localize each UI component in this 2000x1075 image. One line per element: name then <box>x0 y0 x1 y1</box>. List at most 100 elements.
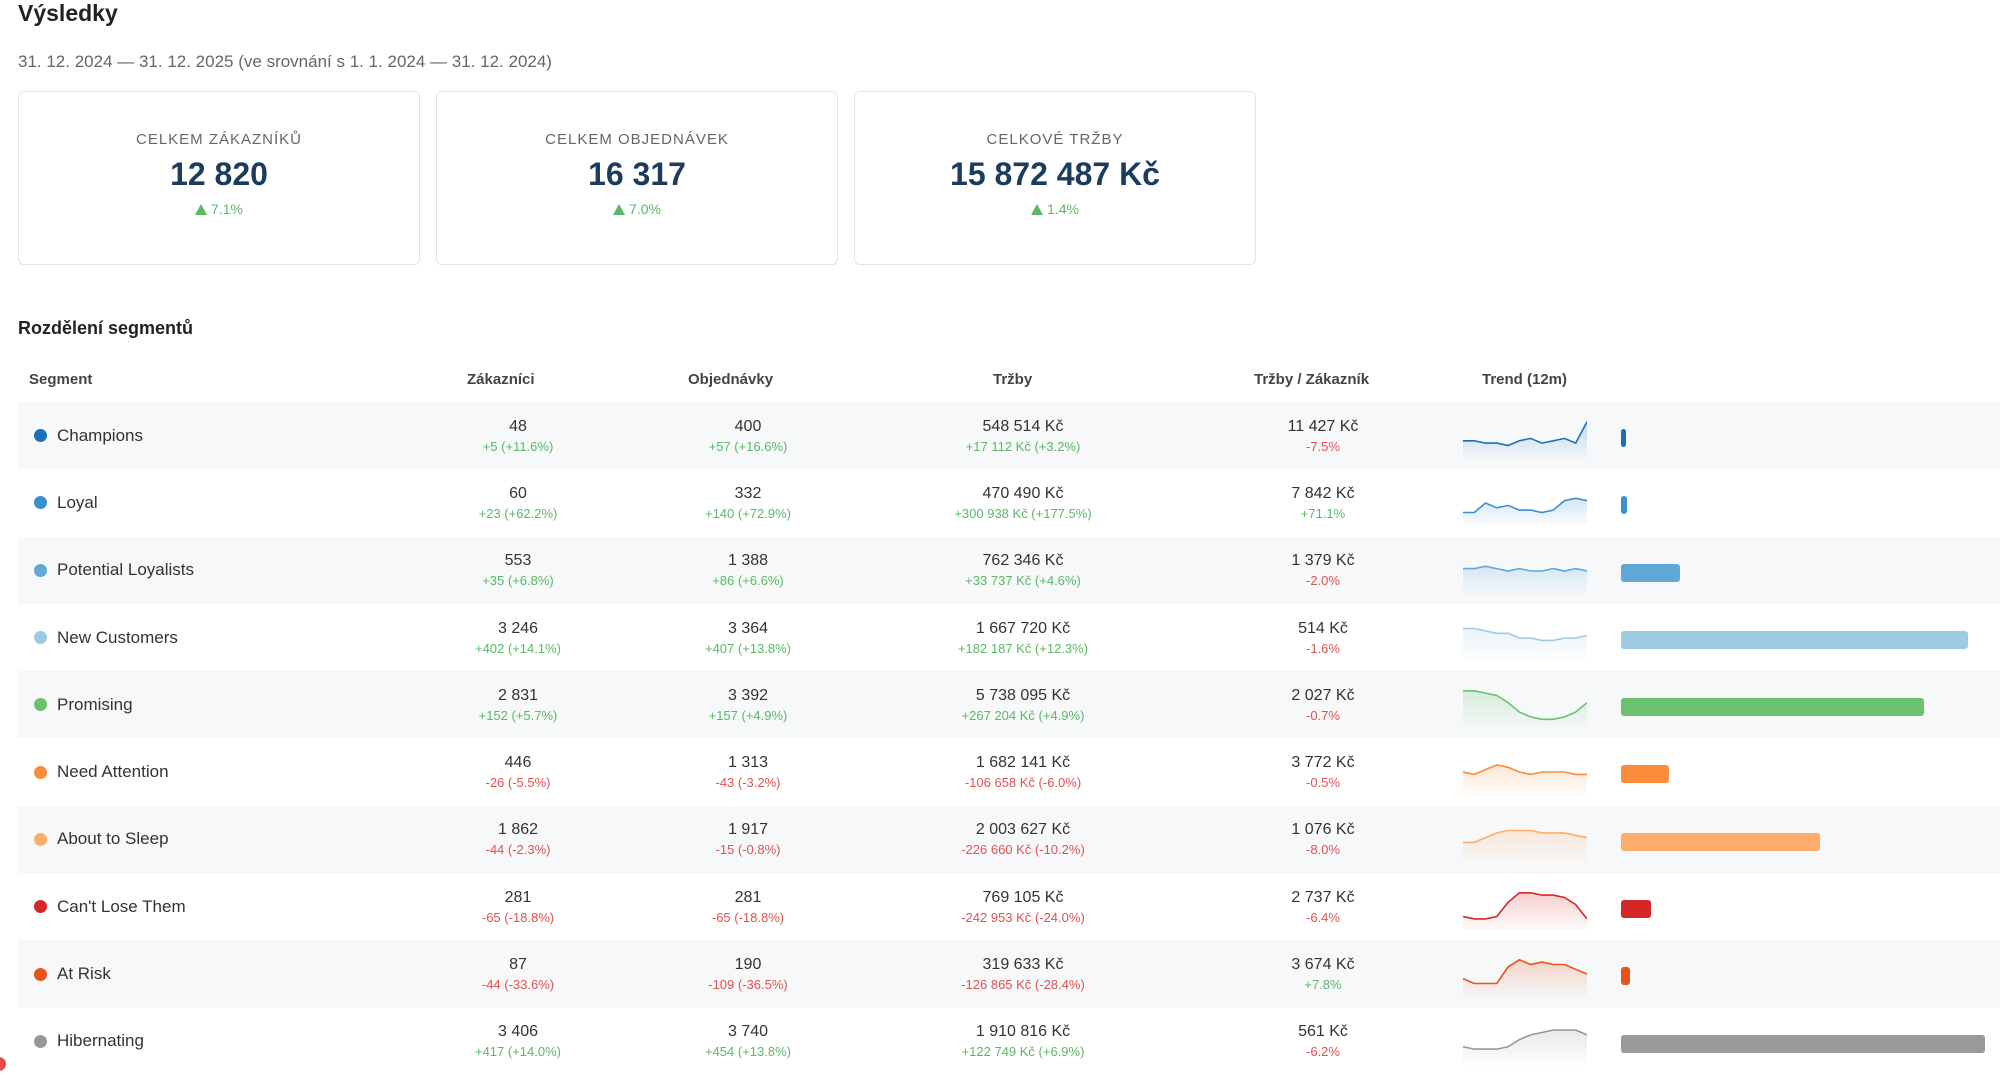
segment-name: Can't Lose Them <box>57 896 186 916</box>
segment-name: Need Attention <box>57 762 169 782</box>
rpc-value: 514 Kč <box>1298 619 1348 637</box>
segment-cell: Can't Lose Them <box>34 873 186 940</box>
customers-value: 60 <box>509 484 527 502</box>
table-row[interactable]: About to Sleep 1 862 -44 (-2.3%) 1 917 -15 (… <box>18 805 2000 874</box>
customers-delta: +417 (+14.0%) <box>474 1044 561 1060</box>
kpi-label: CELKEM ZÁKAZNÍKŮ <box>135 131 303 148</box>
revenue-delta: -126 865 Kč (-28.4%) <box>961 977 1085 993</box>
segment-name: Potential Loyalists <box>57 560 195 580</box>
segment-size-bar <box>1621 429 1627 447</box>
kpi-delta: 1.4% <box>1031 201 1079 217</box>
trend-sparkline <box>1463 1028 1587 1065</box>
revenue-cell: 1 667 720 Kč +182 187 Kč (+12.3%) <box>898 604 1148 671</box>
orders-cell: 400 +57 (+16.6%) <box>648 402 848 469</box>
column-header-revenue[interactable]: Tržby <box>993 371 1033 388</box>
customers-delta: +402 (+14.1%) <box>474 640 561 656</box>
kpi-delta-value: 7.0% <box>629 201 661 217</box>
orders-value: 400 <box>734 417 762 435</box>
table-row[interactable]: New Customers 3 246 +402 (+14.1%) 3 364 +407… <box>18 604 2000 671</box>
customers-delta: +35 (+6.8%) <box>482 573 554 589</box>
orders-delta: +57 (+16.6%) <box>708 438 788 454</box>
revenue-value: 548 514 Kč <box>982 417 1064 435</box>
segment-color-dot <box>34 698 47 712</box>
segment-cell: Potential Loyalists <box>34 537 194 604</box>
sparkline-area <box>1463 892 1587 931</box>
column-header-orders[interactable]: Objednávky <box>688 371 774 388</box>
rpc-value: 3 772 Kč <box>1291 754 1355 772</box>
table-row[interactable]: Loyal 60 +23 (+62.2%) 332 +140 (+72.9%) 470 4… <box>18 469 2000 536</box>
rpc-value: 1 379 Kč <box>1291 552 1355 570</box>
trend-sparkline <box>1463 421 1587 459</box>
kpi-value: 16 317 <box>588 156 686 192</box>
segment-size-bar <box>1621 832 1820 851</box>
trend-sparkline <box>1463 565 1587 594</box>
orders-delta: +407 (+13.8%) <box>704 640 791 656</box>
column-header-customers[interactable]: Zákazníci <box>467 371 535 388</box>
customers-cell: 446 -26 (-5.5%) <box>418 738 618 805</box>
sparkline-line <box>1463 497 1587 514</box>
segment-name: New Customers <box>57 627 178 647</box>
table-row[interactable]: Champions 48 +5 (+11.6%) 400 +57 (+16.6%) 548… <box>18 402 2000 470</box>
rpc-cell: 11 427 Kč -7.5% <box>1208 402 1438 469</box>
revenue-cell: 1 682 141 Kč -106 658 Kč (-6.0%) <box>898 738 1148 805</box>
customers-value: 446 <box>504 754 532 772</box>
column-header-revenue-per-customer[interactable]: Tržby / Zákazník <box>1254 371 1370 388</box>
segment-color-dot <box>34 1034 47 1048</box>
rpc-cell: 561 Kč -6.2% <box>1208 1008 1438 1075</box>
arrow-up-icon <box>1031 203 1044 215</box>
table-row[interactable]: At Risk 87 -44 (-33.6%) 190 -109 (-36.5%) 319… <box>18 940 2000 1008</box>
revenue-value: 1 910 816 Kč <box>975 1023 1071 1041</box>
table-row[interactable]: Hibernating 3 406 +417 (+14.0%) 3 740 +454 (… <box>18 1008 2000 1075</box>
segment-cell: Loyal <box>34 469 98 536</box>
sparkline-line <box>1463 764 1587 776</box>
segment-name: About to Sleep <box>57 829 169 849</box>
segment-name: Loyal <box>57 492 98 512</box>
segment-size-bar <box>1621 765 1669 784</box>
orders-value: 1 388 <box>727 552 769 570</box>
segment-color-dot <box>34 563 47 577</box>
segment-size-bar <box>1621 630 1968 649</box>
segment-cell: New Customers <box>34 604 178 671</box>
segment-name: Champions <box>57 425 143 445</box>
table-row[interactable]: Need Attention 446 -26 (-5.5%) 1 313 -43 (-3… <box>18 738 2000 805</box>
orders-value: 1 917 <box>727 821 769 839</box>
orders-delta: -65 (-18.8%) <box>711 909 785 925</box>
customers-cell: 48 +5 (+11.6%) <box>418 402 618 469</box>
revenue-value: 2 003 627 Kč <box>975 821 1071 839</box>
kpi-value: 15 872 487 Kč <box>950 156 1160 192</box>
customers-delta: +5 (+11.6%) <box>482 438 554 454</box>
customers-cell: 281 -65 (-18.8%) <box>418 873 618 940</box>
orders-cell: 1 313 -43 (-3.2%) <box>648 738 848 805</box>
sparkline-line <box>1463 1028 1587 1050</box>
column-header-trend[interactable]: Trend (12m) <box>1482 371 1568 388</box>
trend-sparkline <box>1463 959 1587 998</box>
table-row[interactable]: Potential Loyalists 553 +35 (+6.8%) 1 388 +8… <box>18 536 2000 604</box>
sparkline-area <box>1463 690 1587 729</box>
customers-value: 87 <box>509 956 527 974</box>
sparkline-area <box>1463 960 1587 998</box>
notification-dot[interactable] <box>0 1057 6 1071</box>
revenue-value: 5 738 095 Kč <box>975 686 1071 704</box>
rpc-cell: 514 Kč -1.6% <box>1208 604 1438 671</box>
revenue-delta: -106 658 Kč (-6.0%) <box>964 775 1082 791</box>
rpc-delta: -7.5% <box>1306 438 1340 454</box>
customers-cell: 87 -44 (-33.6%) <box>418 940 618 1007</box>
customers-cell: 3 246 +402 (+14.1%) <box>418 604 618 671</box>
rpc-delta: -0.5% <box>1306 775 1340 791</box>
orders-cell: 1 917 -15 (-0.8%) <box>648 806 848 873</box>
segment-size-bar <box>1621 900 1652 919</box>
orders-value: 190 <box>734 956 762 974</box>
rpc-cell: 3 674 Kč +7.8% <box>1208 940 1438 1007</box>
table-row[interactable]: Can't Lose Them 281 -65 (-18.8%) 281 -65 (-1… <box>18 873 2000 940</box>
kpi-delta: 7.1% <box>195 201 243 217</box>
sparkline-line <box>1463 565 1587 572</box>
orders-value: 3 392 <box>727 686 769 704</box>
customers-value: 3 246 <box>497 619 539 637</box>
column-header-segment[interactable]: Segment <box>29 371 93 388</box>
customers-value: 553 <box>504 552 532 570</box>
segment-name: Promising <box>57 694 133 714</box>
revenue-delta: +267 204 Kč (+4.9%) <box>961 707 1085 723</box>
segment-cell: Need Attention <box>34 738 169 805</box>
revenue-value: 1 667 720 Kč <box>975 619 1071 637</box>
table-row[interactable]: Promising 2 831 +152 (+5.7%) 3 392 +157 (+4.… <box>18 671 2000 739</box>
